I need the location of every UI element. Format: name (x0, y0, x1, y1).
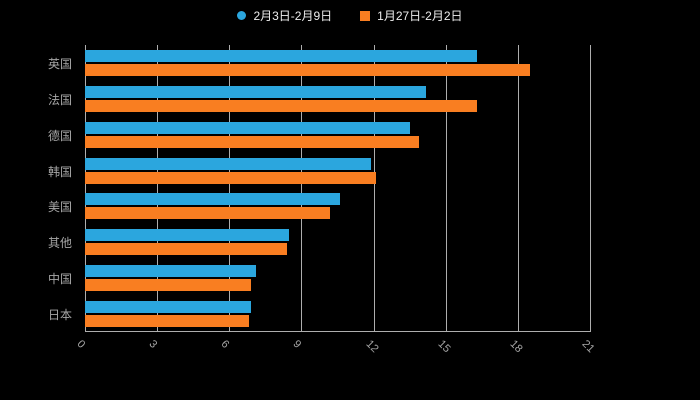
gridline (229, 45, 231, 332)
bar-series2[interactable] (85, 243, 287, 256)
bar-series1[interactable] (85, 193, 340, 206)
legend-item-series2[interactable]: 1月27日-2月2日 (360, 7, 463, 24)
legend-marker-circle-icon (237, 11, 247, 20)
bar-series2[interactable] (85, 207, 331, 220)
legend-marker-square-icon (360, 10, 371, 21)
x-axis-line (85, 331, 591, 332)
category-label: 美国 (47, 200, 72, 215)
category-label: 韩国 (47, 164, 72, 179)
bar-series1[interactable] (85, 229, 290, 242)
bar-series1[interactable] (85, 49, 477, 62)
bar-series1[interactable] (85, 265, 256, 278)
bar-series2[interactable] (85, 171, 376, 184)
category-label: 德国 (47, 128, 72, 143)
plot-area: 0 3 6 9 12 15 18 21 (75, 45, 597, 355)
chart-legend: 2月3日-2月9日 1月27日-2月2日 (0, 7, 700, 24)
gridline (517, 45, 519, 332)
x-axis-tick-label: 21 (579, 338, 597, 356)
legend-label-series2: 1月27日-2月2日 (377, 9, 463, 23)
gridline (445, 45, 447, 332)
bar-series2[interactable] (85, 315, 249, 328)
x-axis-tick-label: 9 (290, 338, 304, 351)
legend-label-series1: 2月3日-2月9日 (253, 9, 333, 23)
legend-item-series1[interactable]: 2月3日-2月9日 (237, 7, 332, 24)
bar-series1[interactable] (85, 121, 410, 134)
category-label: 日本 (47, 308, 72, 323)
bar-series2[interactable] (85, 63, 530, 76)
bar-series1[interactable] (85, 157, 372, 170)
gridline (301, 45, 303, 332)
bar-series2[interactable] (85, 279, 251, 292)
x-axis-tick-label: 12 (363, 338, 381, 356)
bar-series1[interactable] (85, 85, 427, 98)
gridline (590, 45, 591, 332)
category-label: 法国 (47, 92, 72, 107)
bar-series2[interactable] (85, 135, 420, 148)
category-label: 中国 (47, 272, 72, 287)
bar-series1[interactable] (85, 301, 251, 314)
category-label: 英国 (47, 56, 72, 71)
gridline (373, 45, 375, 332)
x-axis-tick-label: 18 (507, 338, 525, 356)
y-axis-category-labels: 英国法国德国韩国美国其他中国日本 (0, 45, 78, 332)
x-axis-tick-label: 3 (146, 338, 160, 351)
gridline (157, 45, 159, 332)
gridline (85, 45, 86, 332)
x-axis-tick-label: 15 (435, 338, 453, 356)
x-axis-tick-label: 0 (74, 338, 88, 351)
category-label: 其他 (47, 236, 72, 251)
x-axis-tick-label: 6 (218, 338, 232, 351)
bar-series2[interactable] (85, 99, 477, 112)
